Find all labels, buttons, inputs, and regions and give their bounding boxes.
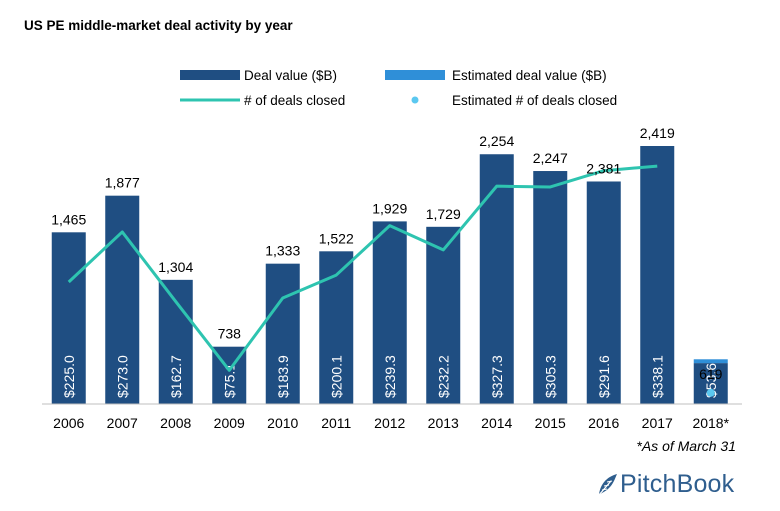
pitchbook-logo: PitchBook	[596, 470, 734, 499]
bar-value-label: $162.7	[168, 355, 184, 398]
footnote: *As of March 31	[636, 438, 736, 454]
deals-value-labels: 1,465 1,877 1,304 738 1,333 1,522 1,929 1,729 2,…	[51, 125, 722, 382]
bar-deal-value	[426, 226, 461, 404]
chart-legend: Deal value ($B) Estimated deal value ($B…	[180, 68, 617, 108]
bar-value-label: $183.9	[275, 355, 291, 398]
x-tick-label: 2012	[374, 415, 405, 431]
chart-title: US PE middle-market deal activity by yea…	[24, 18, 293, 33]
deals-value-label: 1,333	[265, 243, 300, 259]
deals-value-label: 738	[218, 326, 242, 342]
legend-swatch-estimated-deal-value	[385, 70, 445, 80]
deals-value-label: 1,929	[372, 200, 407, 216]
bar-deal-value	[640, 146, 675, 404]
bar-value-label: $327.3	[489, 355, 505, 398]
bar-value-label: $273.0	[114, 355, 130, 398]
bar-deal-value	[693, 363, 728, 404]
legend-label-estimated-deal-value: Estimated deal value ($B)	[452, 68, 607, 83]
deals-closed-line	[67, 164, 658, 372]
bar-value-labels: $225.0 $273.0 $162.7 $75.1 $183.9 $200.1 $239.…	[61, 355, 719, 398]
bar-estimated-deal-value	[693, 359, 728, 364]
bar-value-label: $200.1	[328, 355, 344, 398]
legend-label-estimated-deals-closed: Estimated # of deals closed	[452, 93, 617, 108]
bar-deal-value	[265, 263, 300, 404]
deals-value-label: 2,419	[640, 125, 675, 141]
x-tick-label: 2016	[588, 415, 619, 431]
x-tick-label: 2011	[321, 415, 351, 431]
estimated-deals-label: 619	[699, 366, 723, 382]
x-tick-label: 2013	[428, 415, 459, 431]
legend-label-deals-closed: # of deals closed	[244, 93, 345, 108]
bar-value-label: $291.6	[596, 355, 612, 398]
pitchbook-leaf-icon	[598, 473, 617, 495]
x-tick-label: 2010	[267, 415, 298, 431]
x-tick-label: 2006	[53, 415, 84, 431]
deals-value-label: 2,381	[586, 160, 621, 176]
deals-value-label: 1,522	[319, 230, 354, 246]
deals-value-label: 1,729	[426, 206, 461, 222]
legend-swatch-deal-value	[180, 70, 240, 80]
bar-deal-value	[479, 154, 514, 404]
deals-value-label: 2,254	[479, 133, 514, 149]
x-tick-label: 2009	[214, 415, 245, 431]
bar-deal-value	[51, 232, 86, 404]
bar-value-label: $232.2	[435, 355, 451, 398]
bar-value-label: $75.1	[221, 363, 237, 398]
x-tick-label: 2014	[481, 415, 512, 431]
legend-label-deal-value: Deal value ($B)	[244, 68, 337, 83]
bar-value-label: $305.3	[542, 355, 558, 398]
bar-deal-value	[586, 181, 621, 404]
bar-deal-value	[319, 251, 354, 404]
bar-value-label: $338.1	[649, 355, 665, 398]
deals-line-series	[67, 164, 715, 397]
x-tick-label: 2017	[642, 415, 673, 431]
x-tick-label: 2007	[107, 415, 138, 431]
deals-value-label: 1,465	[51, 211, 86, 227]
pitchbook-wordmark: PitchBook	[620, 470, 735, 498]
x-tick-label: 2008	[160, 415, 191, 431]
bar-deal-value	[533, 171, 568, 404]
bar-deal-value	[105, 195, 140, 404]
bar-value-label: $225.0	[61, 355, 77, 398]
x-tick-label: 2015	[535, 415, 566, 431]
x-tick-label: 2018*	[692, 415, 729, 431]
bar-value-label: $239.3	[382, 355, 398, 398]
bar-value-label: $53.6	[703, 363, 719, 398]
x-axis-tick-labels: 2006 2007 2008 2009 2010 2011 2012 2013 2014 2015…	[53, 415, 729, 431]
bar-deal-value	[372, 221, 407, 404]
estimated-deals-dot	[706, 388, 715, 397]
deals-value-label: 2,247	[533, 150, 568, 166]
deals-value-label: 1,877	[105, 175, 140, 191]
deals-value-label: 1,304	[158, 259, 193, 275]
bar-series	[51, 146, 728, 404]
legend-swatch-estimated-deals-closed	[411, 96, 419, 104]
